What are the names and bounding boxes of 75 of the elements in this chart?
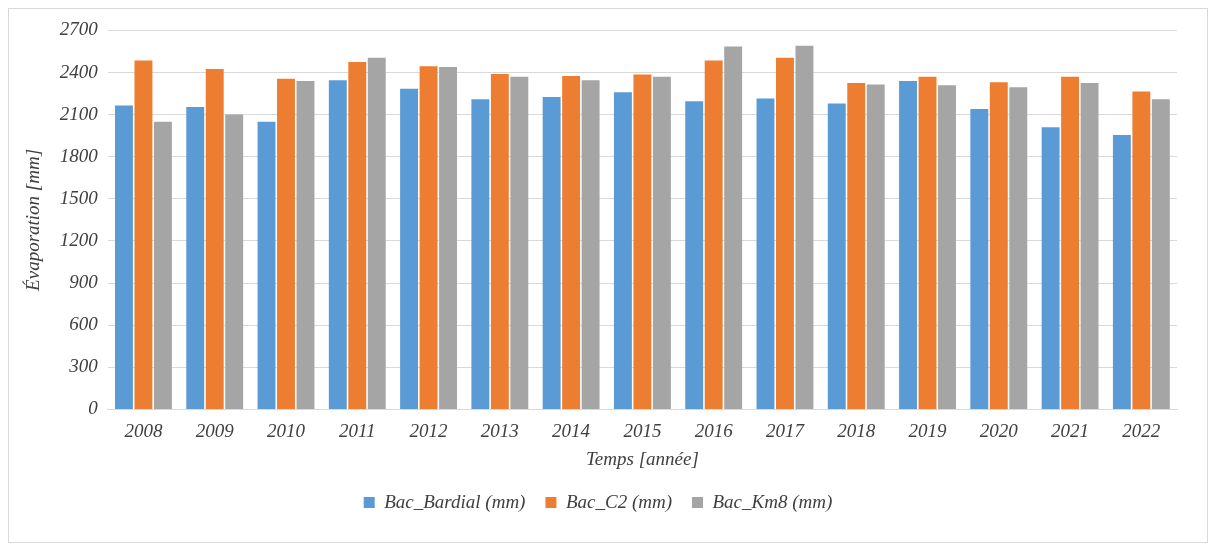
y-tick-label: 0 — [88, 397, 99, 419]
y-tick-label: 300 — [68, 355, 99, 377]
x-tick-label: 2019 — [908, 419, 948, 441]
x-tick-label: 2015 — [623, 419, 662, 441]
bar — [847, 83, 866, 409]
bar — [704, 60, 723, 409]
bar — [471, 99, 490, 409]
bar — [685, 101, 704, 409]
bar — [400, 88, 419, 409]
x-tick-label: 2018 — [837, 419, 876, 441]
x-tick-label: 2013 — [480, 419, 519, 441]
y-tick-label: 1200 — [59, 228, 99, 250]
legend-label: Bac_Bardial (mm) — [384, 490, 526, 513]
x-tick-label: 2017 — [765, 419, 806, 441]
bar — [1061, 76, 1080, 409]
bar — [776, 57, 794, 409]
bar — [918, 76, 937, 409]
bar — [225, 114, 244, 409]
x-tick-label: 2020 — [979, 419, 1019, 441]
bar — [899, 80, 917, 409]
legend-label: Bac_Km8 (mm) — [712, 490, 833, 513]
y-axis-title: Évaporation [mm] — [22, 148, 44, 292]
bar — [562, 76, 581, 409]
bar — [134, 60, 153, 409]
x-tick-label: 2008 — [124, 419, 163, 441]
bar — [1112, 134, 1131, 409]
bar — [542, 97, 561, 409]
y-tick-label: 900 — [69, 271, 99, 293]
x-tick-label: 2011 — [338, 419, 376, 441]
bar — [652, 76, 671, 409]
bar — [490, 73, 509, 409]
bar — [348, 61, 367, 409]
x-tick-label: 2021 — [1051, 419, 1090, 441]
bar — [277, 78, 295, 409]
bar — [827, 103, 846, 409]
bar — [257, 121, 276, 409]
bar — [866, 84, 885, 409]
bar — [633, 74, 652, 409]
y-tick-label: 1800 — [59, 144, 99, 166]
x-tick-label: 2022 — [1122, 419, 1161, 441]
x-tick-label: 2009 — [195, 419, 235, 441]
bar — [581, 80, 600, 409]
bar — [153, 121, 172, 409]
y-tick-label: 2700 — [59, 18, 99, 40]
bar — [1080, 83, 1099, 409]
x-axis-title: Temps [année] — [586, 447, 699, 469]
y-tick-label: 600 — [69, 313, 99, 335]
bar — [1132, 91, 1151, 409]
bar — [439, 66, 458, 409]
bar — [328, 80, 347, 409]
bar — [613, 92, 632, 409]
y-tick-label: 2400 — [59, 60, 99, 82]
bar — [970, 109, 989, 409]
bar — [795, 45, 814, 409]
bar — [938, 85, 956, 409]
x-tick-label: 2012 — [409, 419, 449, 441]
y-tick-label: 1500 — [59, 186, 99, 208]
bar — [419, 66, 438, 409]
bar — [296, 80, 315, 409]
bar — [1009, 87, 1028, 409]
bar — [756, 98, 775, 409]
x-tick-label: 2014 — [552, 419, 591, 441]
bar — [989, 82, 1008, 409]
y-tick-label: 2100 — [59, 102, 99, 124]
bar — [115, 105, 133, 409]
x-tick-label: 2010 — [267, 419, 306, 441]
bar — [367, 57, 386, 409]
x-tick-label: 2016 — [694, 419, 734, 441]
bar — [510, 76, 529, 409]
bar — [186, 106, 205, 409]
legend-label: Bac_C2 (mm) — [565, 490, 673, 513]
bar — [724, 46, 743, 409]
bar — [1151, 99, 1170, 409]
bar — [1041, 127, 1060, 409]
bar — [205, 69, 224, 409]
